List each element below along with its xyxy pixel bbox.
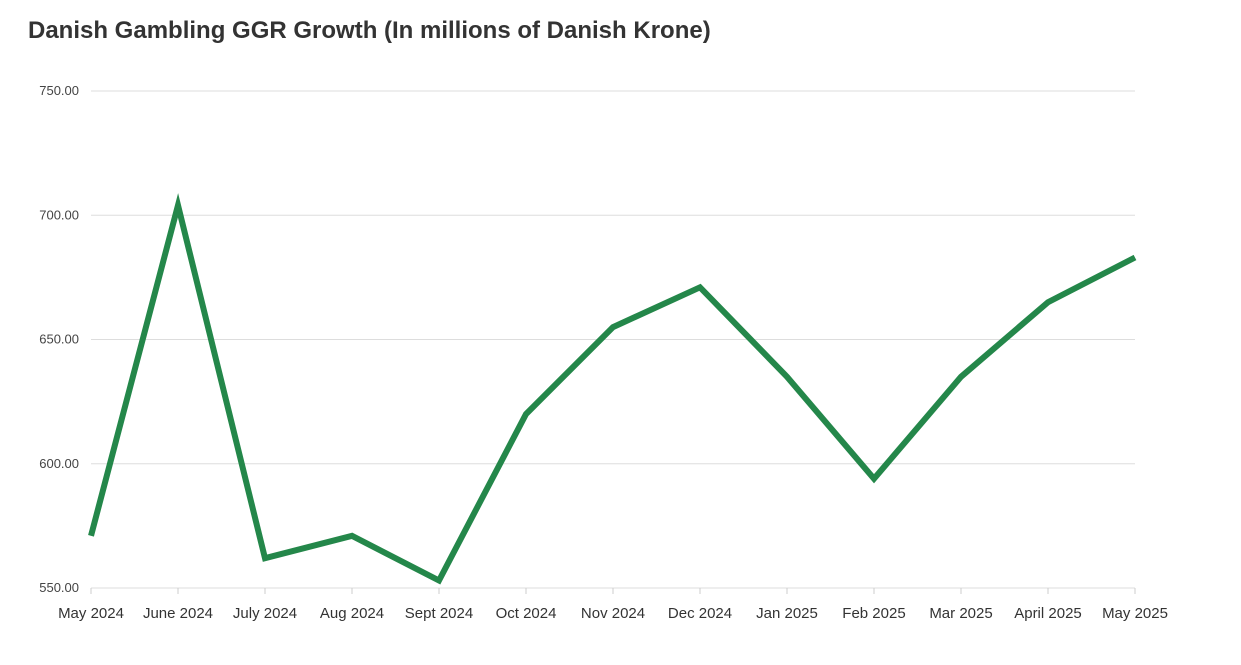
x-tick-label: June 2024 bbox=[143, 605, 213, 622]
x-tick-label: April 2025 bbox=[1014, 605, 1082, 622]
x-tick-label: July 2024 bbox=[233, 605, 297, 622]
x-tick-label: May 2024 bbox=[58, 605, 124, 622]
data-point[interactable] bbox=[88, 533, 94, 539]
y-tick-label: 650.00 bbox=[39, 332, 79, 347]
series-line bbox=[88, 193, 1137, 585]
data-point[interactable] bbox=[262, 555, 268, 561]
x-tick-label: Sept 2024 bbox=[405, 605, 473, 622]
x-tick-label: Aug 2024 bbox=[320, 605, 384, 622]
data-point[interactable] bbox=[697, 284, 703, 290]
gridlines bbox=[91, 90, 1135, 589]
data-point[interactable] bbox=[436, 578, 442, 584]
data-point[interactable] bbox=[523, 411, 529, 417]
x-tick-label: Oct 2024 bbox=[496, 605, 557, 622]
data-point[interactable] bbox=[349, 533, 355, 539]
chart-title: Danish Gambling GGR Growth (In millions … bbox=[28, 17, 711, 44]
x-tick-label: May 2025 bbox=[1102, 605, 1168, 622]
x-axis: May 2024 June 2024 July 2024 Aug 2024 Sept 2… bbox=[58, 588, 1168, 622]
y-tick-label: 750.00 bbox=[39, 83, 79, 98]
x-tick-label: Feb 2025 bbox=[842, 605, 905, 622]
data-point[interactable] bbox=[784, 374, 790, 380]
data-point[interactable] bbox=[175, 202, 181, 208]
data-point[interactable] bbox=[610, 324, 616, 330]
y-axis: 550.00 600.00 650.00 700.00 750.00 bbox=[39, 83, 79, 595]
data-point[interactable] bbox=[958, 374, 964, 380]
x-tick-label: Jan 2025 bbox=[756, 605, 818, 622]
y-tick-label: 600.00 bbox=[39, 456, 79, 471]
data-point[interactable] bbox=[1045, 299, 1051, 305]
data-point[interactable] bbox=[871, 476, 877, 482]
y-tick-label: 550.00 bbox=[39, 580, 79, 595]
x-tick-label: Mar 2025 bbox=[929, 605, 992, 622]
y-tick-label: 700.00 bbox=[39, 207, 79, 222]
series-layer bbox=[88, 193, 1138, 585]
data-point[interactable] bbox=[1132, 254, 1138, 260]
x-tick-label: Nov 2024 bbox=[581, 605, 645, 622]
x-tick-label: Dec 2024 bbox=[668, 605, 732, 622]
